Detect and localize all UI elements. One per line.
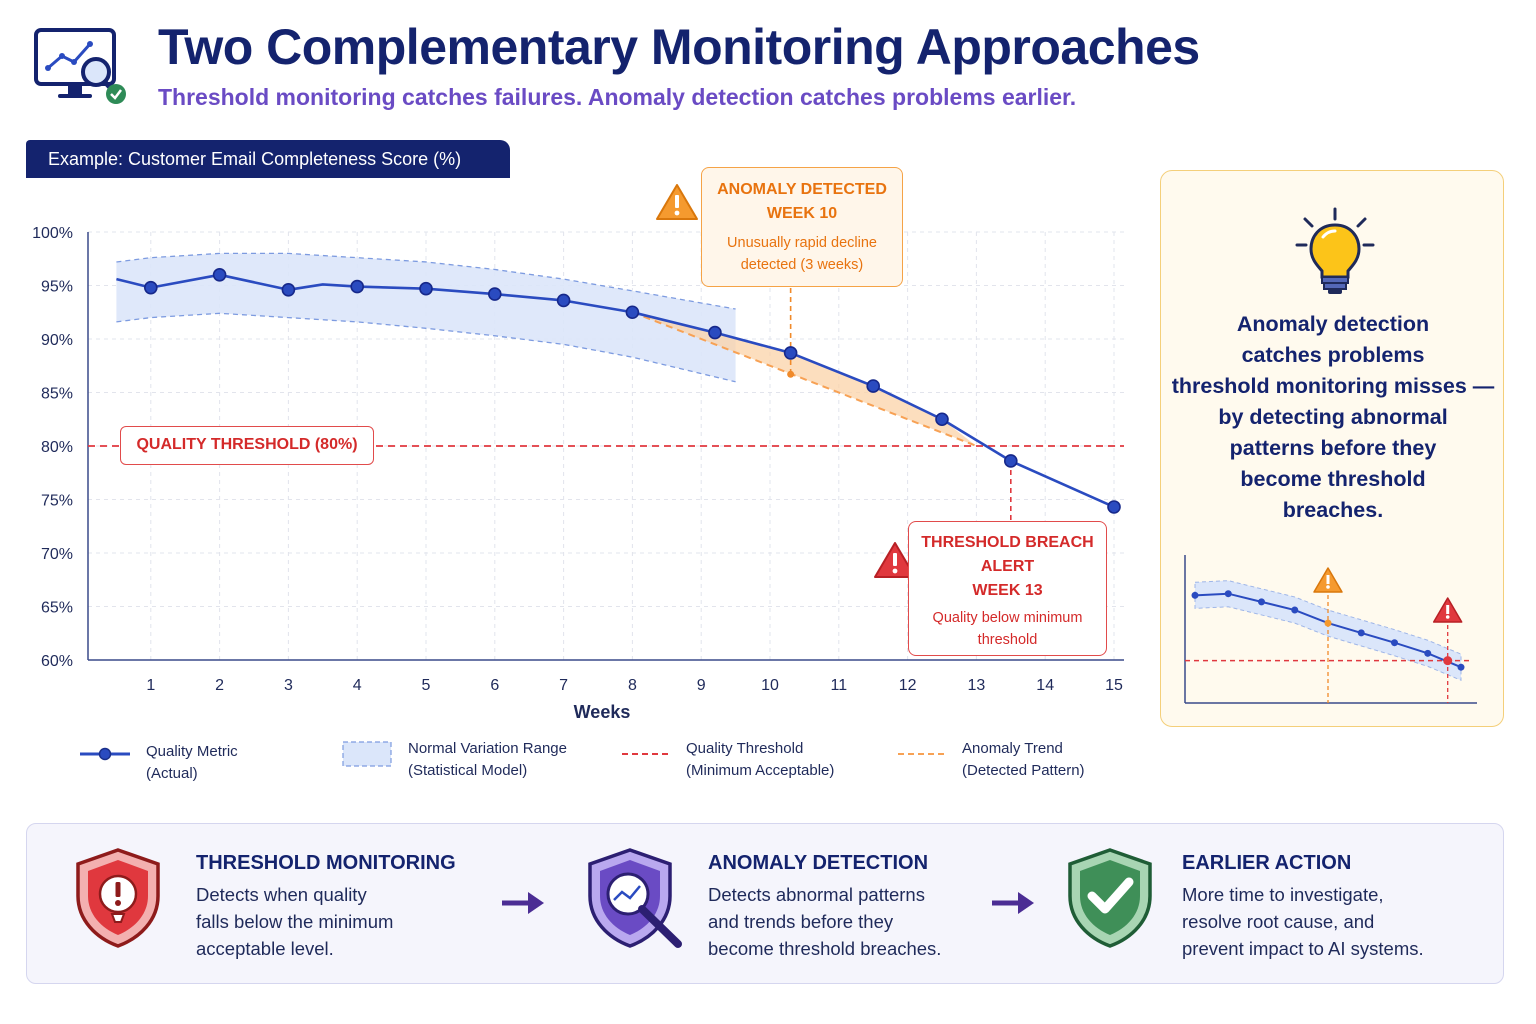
x-tick-label: 9	[697, 677, 706, 694]
mini-breach-point	[1443, 656, 1453, 666]
y-tick-label: 85%	[41, 386, 73, 403]
y-tick-label: 60%	[41, 653, 73, 670]
mini-point	[1224, 590, 1232, 598]
metric-point	[144, 280, 158, 295]
metric-line	[116, 273, 1115, 509]
x-tick-label: 14	[1036, 677, 1054, 694]
mini-warning-red-icon-dot	[1445, 615, 1450, 619]
metric-point	[1003, 454, 1018, 468]
y-tick-label: 95%	[41, 279, 73, 296]
y-tick-label: 75%	[41, 493, 73, 510]
anomaly-body-1: Unusually rapid decline	[727, 235, 877, 251]
step-earlier-desc: More time to investigate, resolve root c…	[1182, 884, 1424, 959]
x-tick-label: 10	[761, 677, 779, 694]
metric-point	[708, 325, 722, 340]
metric-point	[783, 346, 798, 360]
metric-point	[866, 379, 881, 393]
breach-body-1: Quality below minimum	[932, 610, 1083, 626]
mini-warning-red-icon-bar	[1446, 605, 1450, 614]
page-title: Two Complementary Monitoring Approaches	[158, 19, 1200, 75]
step-earlier-title: EARLIER ACTION	[1182, 852, 1352, 874]
mini-point	[1324, 619, 1332, 627]
x-tick-label: 7	[559, 677, 568, 694]
x-tick-label: 6	[490, 677, 499, 694]
metric-point	[1107, 500, 1121, 514]
x-tick-label: 1	[146, 677, 155, 694]
example-tag: Example: Customer Email Completeness Sco…	[26, 140, 510, 178]
breach-body-2: threshold	[977, 632, 1038, 648]
mini-warning-orange-icon-dot	[1326, 585, 1330, 589]
arrow-right-icon	[992, 892, 1034, 914]
line-chart: 60%65%70%75%80%85%90%95%100%1 2 3 4 5 6 7 8 9 10 1…	[32, 225, 1124, 722]
mini-warning-orange-icon-bar	[1326, 575, 1330, 584]
mini-point	[1191, 591, 1199, 599]
y-tick-label: 70%	[41, 546, 73, 563]
breach-week: WEEK 13	[972, 582, 1043, 599]
anomaly-marker	[787, 370, 795, 378]
monitor-magnifier-icon	[34, 28, 126, 104]
mini-point	[1424, 649, 1432, 657]
metric-point	[625, 305, 640, 320]
metric-point	[419, 281, 433, 296]
shield-alert-icon	[76, 848, 160, 948]
mini-point	[1391, 639, 1398, 647]
legend-metric-swatch	[80, 747, 130, 761]
anomaly-body-2: detected (3 weeks)	[740, 257, 864, 273]
mini-point	[1457, 663, 1465, 671]
mini-point	[1357, 629, 1365, 637]
metric-point	[350, 279, 365, 294]
step-anomaly-desc: Detects abnormal patterns and trends bef…	[708, 884, 942, 959]
warning-orange-icon	[656, 184, 698, 220]
x-tick-label: 12	[899, 677, 917, 694]
y-tick-label: 100%	[32, 225, 73, 242]
metric-point	[487, 287, 502, 301]
metric-point	[281, 282, 296, 297]
legend-threshold-swatch	[622, 753, 672, 755]
x-tick-label: 4	[353, 677, 362, 694]
breach-annotation: THRESHOLD BREACH ALERT WEEK 13 Quality b…	[908, 521, 1107, 656]
y-tick-label: 65%	[41, 600, 73, 617]
insight-text: Anomaly detection catches problems thres…	[1171, 312, 1495, 522]
x-tick-label: 2	[215, 677, 224, 694]
metric-point	[935, 412, 949, 427]
mini-point	[1291, 606, 1299, 614]
anomaly-week: WEEK 10	[766, 205, 838, 222]
x-tick-label: 15	[1105, 677, 1123, 694]
y-tick-label: 80%	[41, 439, 73, 456]
shield-check-icon	[1068, 848, 1152, 948]
approach-steps-panel	[26, 823, 1504, 984]
legend-anomaly-swatch	[898, 753, 948, 755]
breach-title: THRESHOLD BREACH	[921, 534, 1094, 551]
x-tick-label: 5	[422, 677, 431, 694]
anomaly-title: ANOMALY DETECTED	[717, 181, 887, 198]
x-tick-label: 3	[284, 677, 293, 694]
lightbulb-icon	[1295, 207, 1375, 294]
x-tick-label: 11	[830, 677, 847, 694]
metric-point	[212, 267, 227, 282]
x-axis-title: Weeks	[574, 702, 631, 722]
x-tick-label: 8	[628, 677, 637, 694]
insight-card: Anomaly detection catches problems thres…	[1160, 170, 1504, 727]
mini-point	[1258, 598, 1265, 606]
page-subtitle: Threshold monitoring catches failures. A…	[158, 84, 1077, 110]
threshold-label: QUALITY THRESHOLD (80%)	[120, 426, 374, 465]
metric-point	[556, 293, 571, 308]
anomaly-trend-line	[632, 311, 977, 447]
y-tick-label: 90%	[41, 332, 73, 349]
mini-chart	[1184, 555, 1477, 704]
warning-red-icon	[874, 542, 916, 578]
shield-search-icon	[588, 848, 682, 948]
x-tick-label: 13	[968, 677, 986, 694]
step-threshold-desc: Detects when quality falls below the min…	[196, 884, 394, 959]
step-anomaly-title: ANOMALY DETECTION	[708, 852, 929, 874]
arrow-right-icon	[502, 892, 544, 914]
anomaly-annotation: ANOMALY DETECTED WEEK 10 Unusually rapid…	[701, 167, 903, 287]
legend-range-swatch	[342, 741, 392, 767]
breach-alert: ALERT	[980, 558, 1035, 575]
step-threshold-title: THRESHOLD MONITORING	[196, 852, 456, 874]
